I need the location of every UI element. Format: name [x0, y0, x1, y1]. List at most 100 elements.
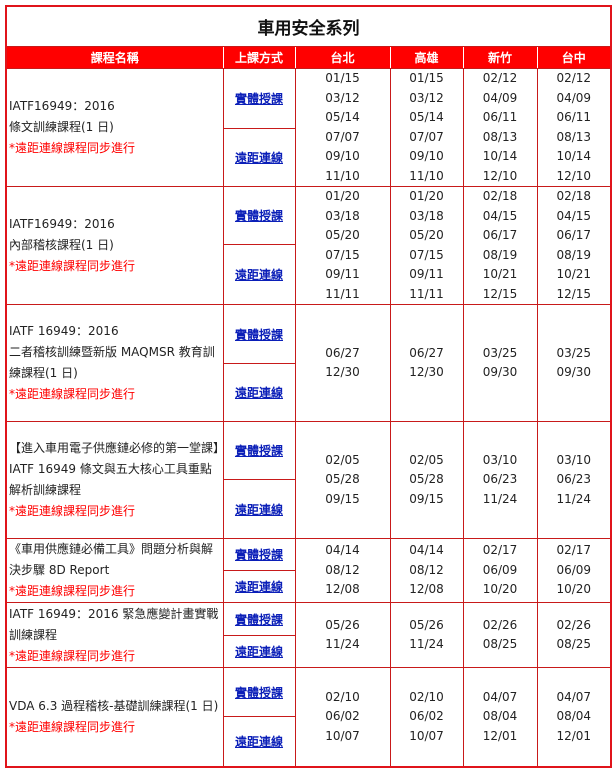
date: 04/14: [409, 543, 444, 558]
remote-link[interactable]: 遠距連線: [234, 150, 283, 165]
in-person-link[interactable]: 實體授課: [234, 548, 283, 562]
date: 09/10: [409, 149, 444, 163]
course-row-remote: 遠距連線: [6, 635, 611, 668]
date: 02/12: [482, 71, 518, 85]
in-person-link[interactable]: 實體授課: [234, 444, 283, 458]
date: 08/25: [556, 637, 592, 651]
course-name-line: VDA 6.3 過程稽核-基礎訓練課程(1 日): [9, 698, 219, 713]
date: 11/24: [409, 637, 444, 651]
date: 12/30: [409, 365, 444, 379]
date: 12/08: [325, 582, 360, 597]
remote-link[interactable]: 遠距連線: [234, 386, 283, 400]
date: 10/20: [556, 582, 592, 597]
dates-hsinchu: 04/07 08/04 12/01: [462, 667, 538, 767]
method-cell: 實體授課: [222, 304, 296, 364]
date: 11/24: [325, 637, 360, 651]
date: 06/11: [482, 110, 518, 124]
date: 03/18: [325, 208, 360, 223]
date: 03/12: [409, 90, 444, 105]
in-person-link[interactable]: 實體授課: [234, 612, 283, 627]
remote-link[interactable]: 遠距連線: [234, 268, 283, 283]
in-person-link[interactable]: 實體授課: [234, 209, 283, 224]
header-taichung: 台中: [536, 46, 612, 69]
date: 03/25: [482, 345, 518, 360]
date: 12/10: [482, 168, 518, 183]
date: 01/15: [325, 71, 360, 85]
date: 10/07: [409, 728, 444, 743]
course-name-cell: VDA 6.3 過程稽核-基礎訓練課程(1 日) *遠距連線課程同步進行: [5, 667, 224, 767]
date: 02/26: [556, 617, 592, 632]
method-cell: 遠距連線: [222, 716, 296, 767]
remote-note: *遠距連線課程同步進行: [9, 719, 136, 734]
dates-taipei: 06/27 12/30: [294, 304, 391, 422]
date: 09/15: [409, 491, 444, 506]
date: 08/12: [325, 562, 360, 577]
date: 11/11: [325, 286, 360, 301]
date: 06/17: [556, 228, 592, 242]
date: 05/14: [325, 110, 360, 124]
date: 07/15: [409, 247, 444, 262]
in-person-link[interactable]: 實體授課: [234, 685, 283, 700]
date: 05/26: [409, 617, 444, 632]
dates-taichung: 02/26 08/25: [536, 602, 612, 668]
date: 10/20: [482, 582, 518, 597]
course-row: IATF 16949：2016 緊急應變計畫實戰訓練課程 *遠距連線課程同步進行 實…: [5, 602, 612, 668]
date: 06/27: [325, 345, 360, 360]
remote-link[interactable]: 遠距連線: [234, 734, 283, 749]
dates-kaohsiung: 02/10 06/02 10/07: [389, 667, 464, 767]
course-row: 【進入車用電子供應鏈必修的第一堂課】 IATF 16949 條文與五大核心工具重點…: [5, 421, 612, 539]
date: 07/07: [409, 129, 444, 144]
dates-hsinchu: 02/18 04/15 06/17 08/19 10/21 12/15: [462, 186, 538, 305]
date: 09/30: [556, 365, 592, 379]
course-row-remote: 遠距連線: [6, 479, 611, 539]
date: 09/15: [325, 491, 360, 506]
dates-taichung: 02/12 04/09 06/11 08/13 10/14 12/10: [536, 68, 612, 187]
course-name-line: IATF16949：2016: [9, 217, 115, 231]
date: 05/26: [325, 617, 360, 632]
date: 12/08: [409, 582, 444, 597]
date: 06/02: [409, 709, 444, 723]
date: 02/26: [482, 617, 518, 632]
dates-kaohsiung: 01/20 03/18 05/20 07/15 09/11 11/11: [389, 186, 464, 305]
date: 10/21: [556, 267, 592, 281]
method-cell: 實體授課: [222, 538, 296, 571]
course-name-cell: IATF 16949：2016 緊急應變計畫實戰訓練課程 *遠距連線課程同步進行: [5, 602, 224, 668]
date: 04/14: [325, 543, 360, 558]
remote-link[interactable]: 遠距連線: [234, 645, 283, 659]
date: 11/24: [556, 491, 592, 506]
header-kaohsiung: 高雄: [389, 46, 464, 69]
date: 08/19: [482, 247, 518, 262]
date: 04/07: [556, 689, 592, 704]
date: 04/09: [556, 90, 592, 105]
date: 09/30: [482, 365, 518, 379]
date: 08/19: [556, 247, 592, 262]
date: 12/15: [556, 286, 592, 301]
in-person-link[interactable]: 實體授課: [234, 91, 283, 106]
date: 10/21: [482, 267, 518, 281]
dates-taichung: 04/07 08/04 12/01: [536, 667, 612, 767]
date: 08/25: [482, 637, 518, 651]
date: 02/17: [482, 543, 518, 558]
course-row: 《車用供應鏈必備工具》問題分析與解決步驟 8D Report *遠距連線課程同步進…: [5, 538, 612, 603]
date: 08/13: [482, 129, 518, 144]
in-person-link[interactable]: 實體授課: [234, 327, 283, 342]
date: 06/27: [409, 345, 444, 360]
dates-taipei: 02/10 06/02 10/07: [294, 667, 391, 767]
date: 06/02: [325, 709, 360, 723]
course-schedule-table: 車用安全系列 課程名稱 上課方式 台北 高雄 新竹 台中 IATF16949：2…: [5, 5, 613, 768]
course-name-line: IATF 16949：2016: [9, 324, 119, 338]
dates-kaohsiung: 04/14 08/12 12/08: [389, 538, 464, 603]
remote-link[interactable]: 遠距連線: [234, 580, 283, 594]
course-name-cell: IATF16949：2016 條文訓練課程(1 日) *遠距連線課程同步進行: [5, 68, 224, 187]
date: 06/09: [482, 562, 518, 577]
remote-link[interactable]: 遠距連線: [234, 502, 283, 517]
date: 12/15: [482, 286, 518, 301]
date: 06/17: [482, 228, 518, 242]
date: 01/20: [325, 189, 360, 203]
header-row: 課程名稱 上課方式 台北 高雄 新竹 台中: [5, 46, 612, 69]
header-method: 上課方式: [222, 46, 296, 69]
dates-kaohsiung: 02/05 05/28 09/15: [389, 421, 464, 539]
method-cell: 實體授課: [222, 421, 296, 480]
date: 12/01: [482, 728, 518, 743]
header-hsinchu: 新竹: [462, 46, 538, 69]
